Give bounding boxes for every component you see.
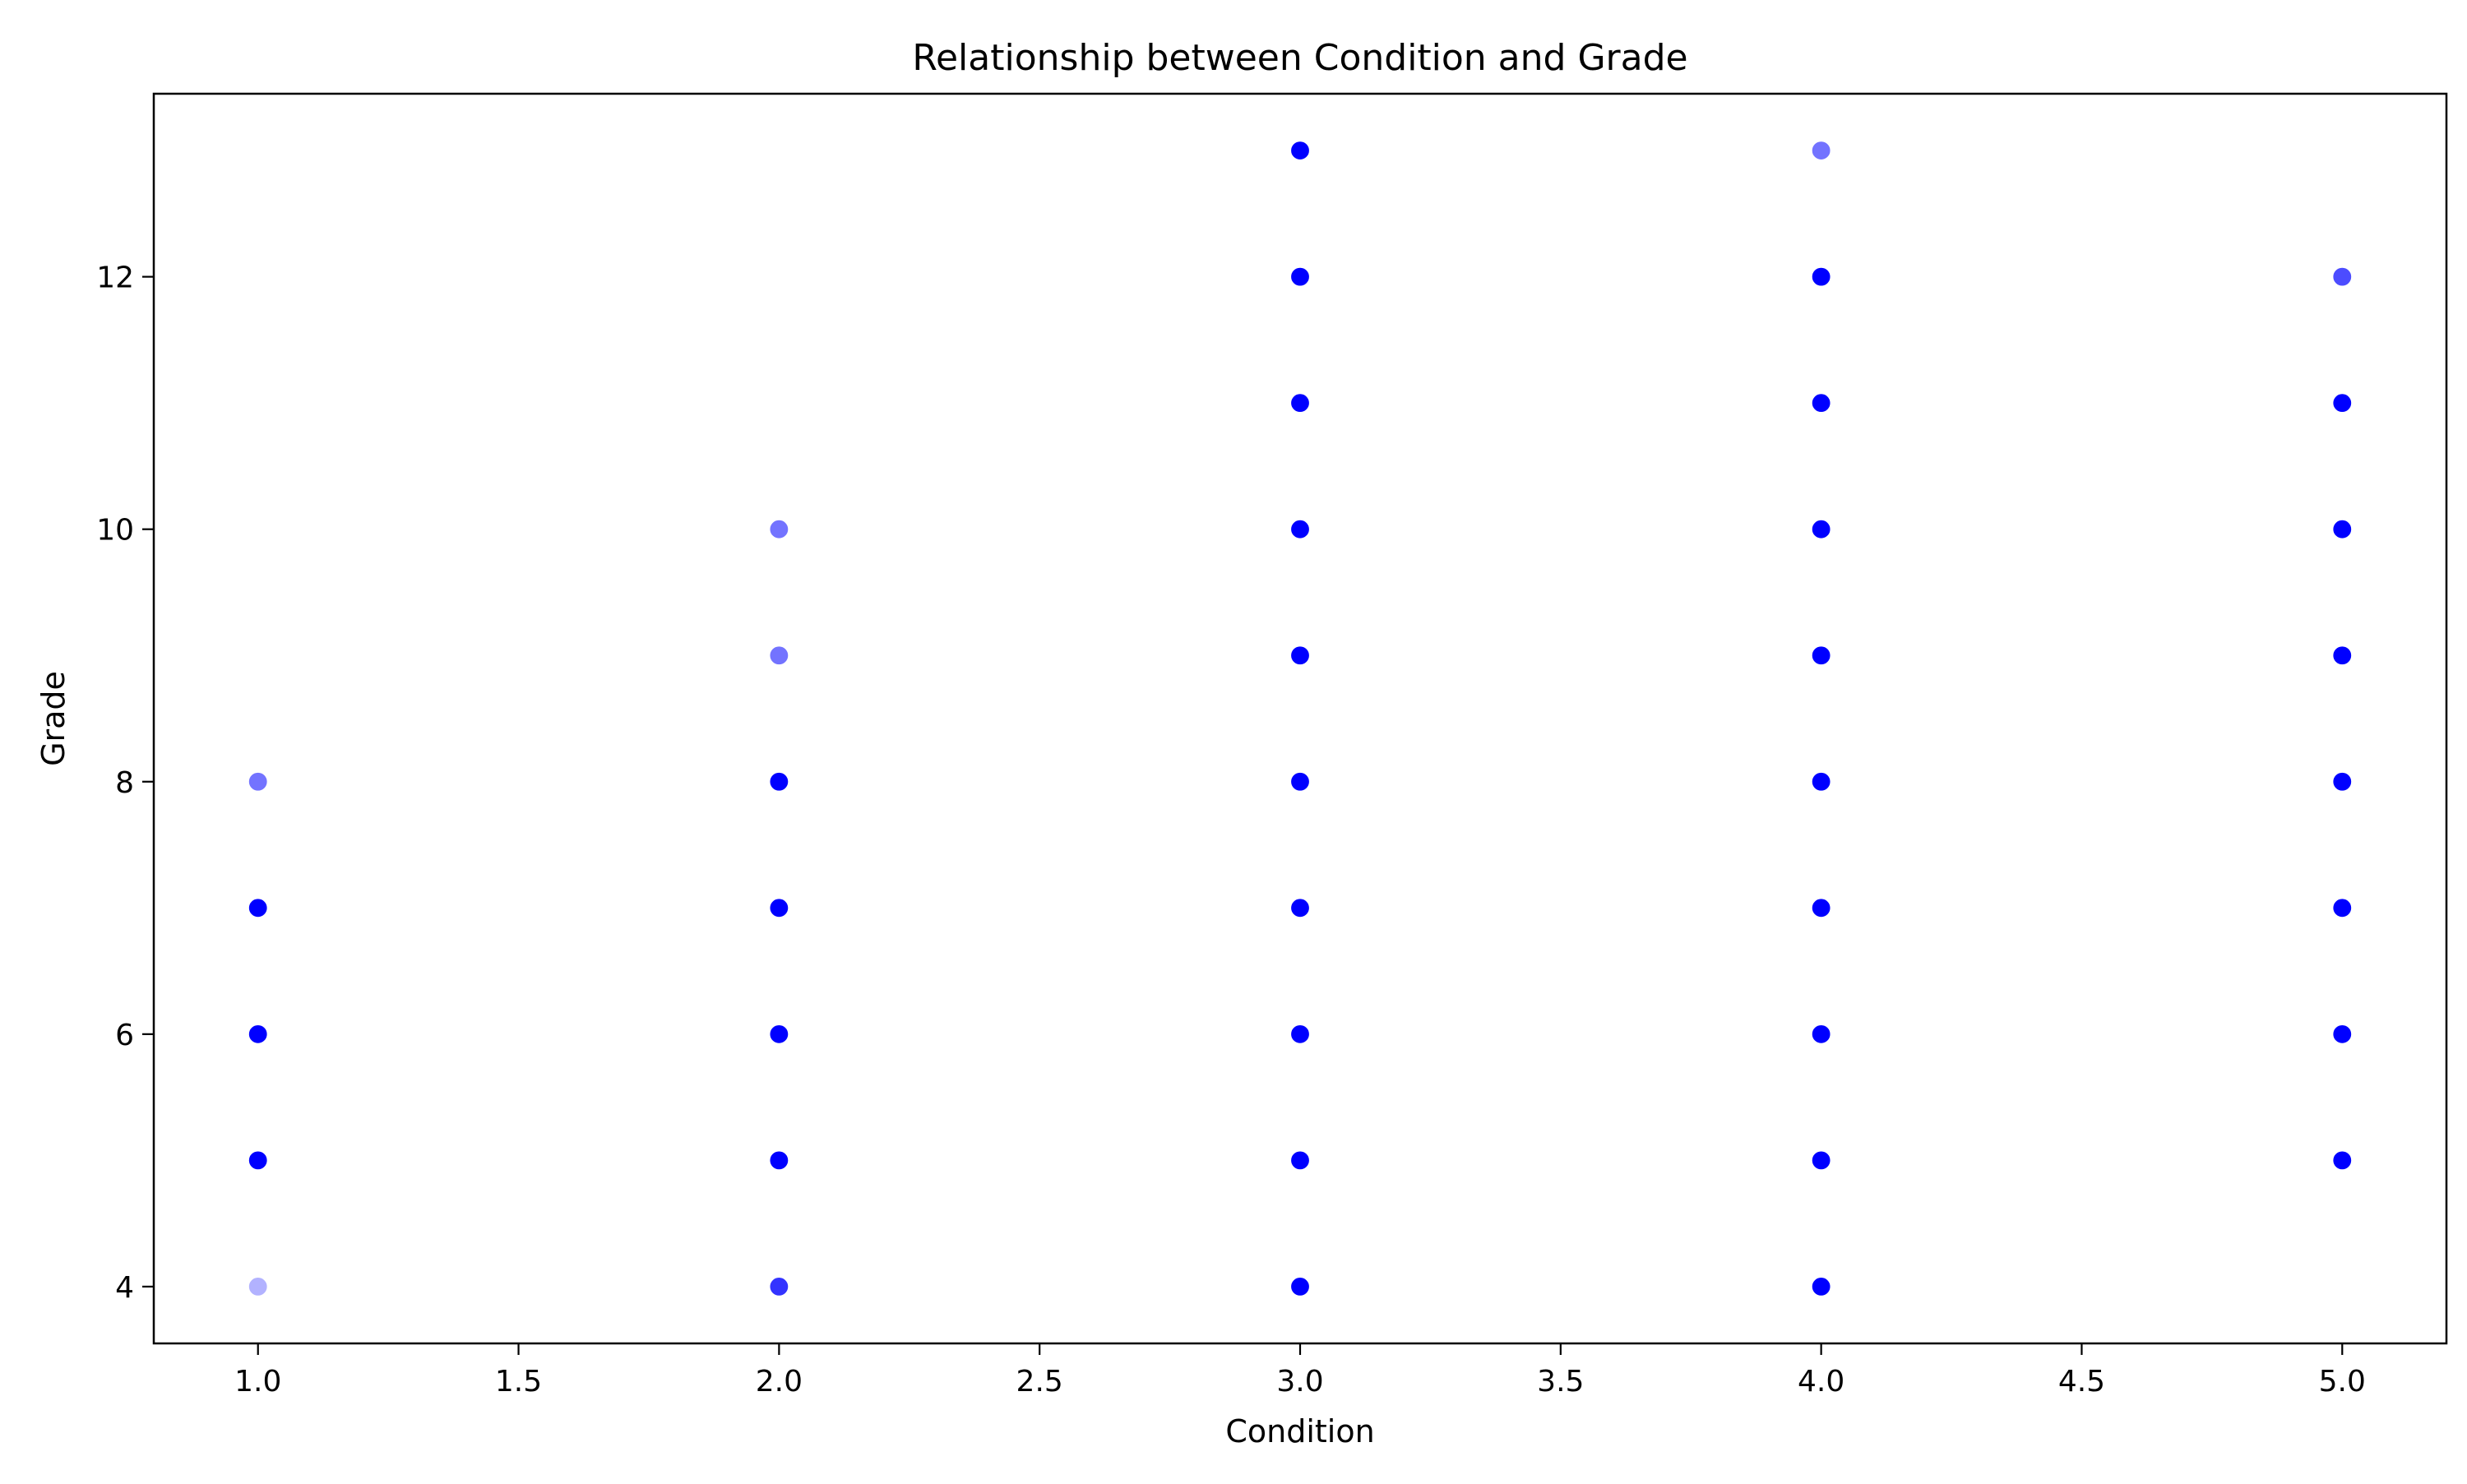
data-point-15: [1289, 898, 1311, 918]
x-tick-label: 1.0: [234, 1365, 281, 1398]
data-point-28: [1811, 519, 1831, 539]
chart-title: Relationship between Condition and Grade: [912, 37, 1687, 79]
data-point-37: [2332, 519, 2353, 539]
data-point-1: [248, 1150, 268, 1171]
x-tick-label: 4.0: [1798, 1365, 1844, 1398]
data-point-27: [1811, 645, 1831, 666]
x-tick-label: 3.5: [1537, 1365, 1584, 1398]
x-axis-label: Condition: [1225, 1413, 1374, 1449]
y-tick-label: 6: [115, 1019, 134, 1052]
data-points: [248, 140, 2353, 1297]
x-tick-label: 3.0: [1276, 1365, 1323, 1398]
y-tick-label: 8: [115, 766, 134, 800]
x-tick-label: 2.0: [756, 1365, 803, 1398]
data-point-23: [1811, 1150, 1831, 1171]
data-point-20: [1289, 266, 1311, 287]
y-tick-label: 12: [96, 261, 134, 295]
data-point-3: [248, 898, 268, 918]
x-tick-label: 5.0: [2319, 1365, 2366, 1398]
data-point-22: [1811, 1276, 1831, 1297]
data-point-30: [1811, 266, 1831, 287]
data-point-9: [769, 771, 789, 792]
data-point-5: [769, 1276, 789, 1297]
data-point-26: [1811, 771, 1831, 792]
data-point-6: [769, 1150, 789, 1171]
data-point-21: [1289, 140, 1311, 161]
data-point-32: [2332, 1150, 2353, 1171]
x-tick-label: 1.5: [495, 1365, 542, 1398]
data-point-18: [1289, 519, 1311, 539]
data-point-8: [769, 898, 789, 918]
data-point-33: [2332, 1024, 2353, 1044]
data-point-38: [2332, 393, 2353, 414]
data-point-31: [1811, 140, 1831, 161]
data-point-35: [2332, 771, 2353, 792]
data-point-36: [2332, 645, 2353, 666]
y-tick-label: 4: [115, 1271, 134, 1305]
y-axis-ticks: 4 6 8 10 12: [96, 261, 154, 1305]
data-point-14: [1289, 1024, 1311, 1044]
data-point-39: [2332, 266, 2353, 287]
data-point-25: [1811, 898, 1831, 918]
data-point-29: [1811, 393, 1831, 414]
x-axis-ticks: 1.0 1.5 2.0 2.5 3.0 3.5 4.0 4.5 5.0: [234, 1343, 2366, 1398]
x-tick-label: 2.5: [1016, 1365, 1063, 1398]
data-point-34: [2332, 898, 2353, 918]
data-point-24: [1811, 1024, 1831, 1044]
data-point-13: [1289, 1150, 1311, 1171]
data-point-16: [1289, 771, 1311, 792]
data-point-0: [248, 1276, 268, 1297]
data-point-12: [1289, 1276, 1311, 1297]
data-point-11: [769, 519, 789, 539]
x-tick-label: 4.5: [2058, 1365, 2105, 1398]
y-tick-label: 10: [96, 514, 134, 548]
data-point-4: [248, 771, 268, 792]
data-point-7: [769, 1024, 789, 1044]
data-point-17: [1289, 645, 1311, 666]
data-point-19: [1289, 393, 1311, 414]
data-point-2: [248, 1024, 268, 1044]
data-point-10: [769, 645, 789, 666]
y-axis-label: Grade: [35, 671, 72, 766]
